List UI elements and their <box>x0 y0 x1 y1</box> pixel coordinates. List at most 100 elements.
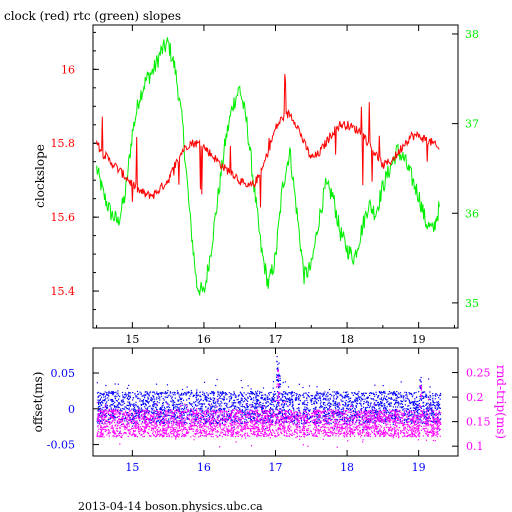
scatter-point <box>370 397 372 399</box>
scatter-point <box>289 433 291 435</box>
scatter-point <box>225 426 227 428</box>
scatter-point <box>378 414 380 416</box>
scatter-point <box>195 391 198 394</box>
scatter-point <box>264 410 266 412</box>
scatter-point <box>216 430 218 432</box>
scatter-point <box>306 399 308 401</box>
scatter-point <box>135 404 137 406</box>
scatter-point <box>201 434 204 436</box>
scatter-point <box>314 408 316 410</box>
scatter-point <box>196 389 198 391</box>
scatter-point <box>131 404 133 406</box>
scatter-point <box>359 416 361 418</box>
scatter-point <box>259 419 261 421</box>
scatter-point <box>311 395 314 397</box>
scatter-point <box>346 418 348 420</box>
scatter-point <box>353 415 355 417</box>
scatter-point <box>410 392 412 394</box>
scatter-point <box>163 417 165 420</box>
scatter-point <box>376 417 378 419</box>
scatter-point <box>104 426 106 429</box>
scatter-point <box>181 397 183 399</box>
scatter-point <box>225 416 227 418</box>
y-tick-label-clock: 15.4 <box>51 285 76 298</box>
scatter-point <box>316 386 318 388</box>
scatter-point <box>413 422 415 424</box>
scatter-point <box>388 393 390 395</box>
scatter-point <box>161 408 163 410</box>
scatter-point <box>368 420 370 422</box>
scatter-point <box>195 393 197 395</box>
scatter-point <box>319 403 322 405</box>
scatter-point <box>226 411 228 413</box>
scatter-point <box>289 421 291 423</box>
scatter-point <box>159 408 162 411</box>
scatter-point <box>107 399 109 401</box>
scatter-point <box>132 423 135 425</box>
scatter-point <box>171 416 173 418</box>
scatter-point <box>261 417 263 419</box>
scatter-point <box>255 391 257 393</box>
scatter-point <box>257 434 259 436</box>
scatter-point <box>335 418 337 420</box>
scatter-point <box>113 414 115 416</box>
scatter-point <box>206 418 208 420</box>
scatter-point <box>432 421 434 423</box>
scatter-outlier-point <box>276 376 278 378</box>
scatter-point <box>163 399 165 401</box>
scatter-point <box>427 414 429 416</box>
series-line-clock <box>96 74 440 208</box>
scatter-point <box>190 420 192 422</box>
scatter-point <box>410 420 412 422</box>
scatter-point <box>325 414 327 416</box>
scatter-point <box>96 392 99 394</box>
scatter-point <box>412 404 415 406</box>
scatter-point <box>140 410 143 412</box>
scatter-point <box>143 411 145 413</box>
scatter-point <box>153 403 155 405</box>
scatter-point <box>233 426 235 428</box>
scatter-point <box>279 413 281 415</box>
scatter-point <box>380 398 382 400</box>
scatter-point <box>439 398 441 400</box>
scatter-point <box>225 424 227 426</box>
scatter-point <box>432 423 434 426</box>
scatter-point <box>150 398 152 400</box>
scatter-point <box>437 433 439 435</box>
x-tick-label: 18 <box>340 333 354 346</box>
scatter-point <box>97 399 99 401</box>
scatter-point <box>337 432 339 434</box>
scatter-point <box>353 392 355 394</box>
scatter-point <box>427 402 429 404</box>
scatter-point <box>366 401 368 403</box>
scatter-point <box>238 394 240 396</box>
scatter-point <box>111 392 113 394</box>
scatter-point <box>341 412 344 414</box>
scatter-point <box>350 418 352 420</box>
scatter-point <box>335 401 337 403</box>
scatter-point <box>218 403 220 405</box>
scatter-point <box>313 421 315 424</box>
scatter-point <box>140 404 142 406</box>
scatter-point <box>248 414 250 416</box>
scatter-point <box>223 415 225 417</box>
scatter-point <box>250 445 253 447</box>
scatter-point <box>273 399 275 401</box>
scatter-point <box>318 409 320 411</box>
scatter-point <box>256 412 258 414</box>
scatter-point <box>209 400 211 403</box>
scatter-point <box>171 409 173 411</box>
scatter-point <box>98 423 100 425</box>
scatter-point <box>432 439 434 441</box>
scatter-point <box>302 416 304 418</box>
scatter-point <box>406 408 408 410</box>
scatter-point <box>325 406 328 408</box>
scatter-point <box>410 415 412 417</box>
scatter-point <box>420 399 422 401</box>
scatter-point <box>166 429 168 431</box>
scatter-point <box>180 393 182 395</box>
scatter-point <box>417 428 419 430</box>
chart-title: clock (red) rtc (green) slopes <box>4 9 181 23</box>
scatter-point <box>413 428 415 430</box>
scatter-point <box>336 412 338 414</box>
